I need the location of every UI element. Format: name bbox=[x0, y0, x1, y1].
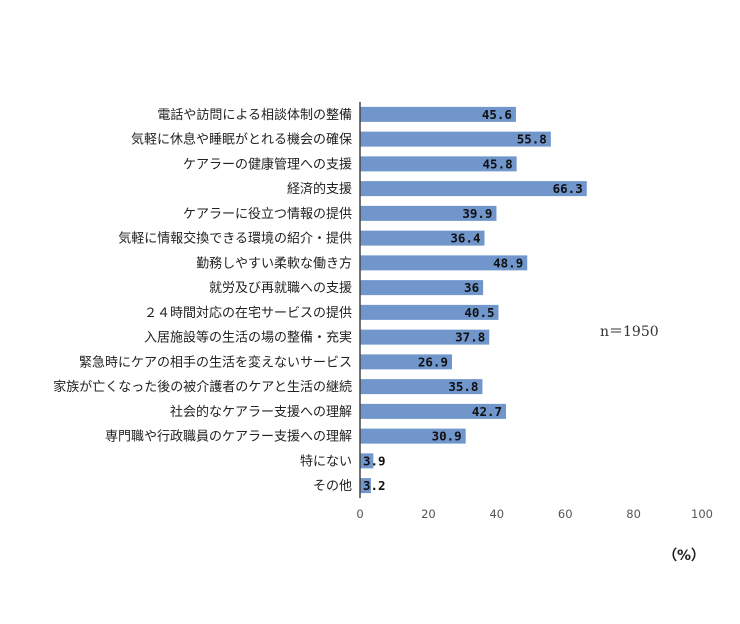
value-label: 42.7 bbox=[472, 404, 502, 419]
bar bbox=[360, 181, 587, 197]
bar bbox=[360, 131, 551, 147]
x-tick-label: 20 bbox=[421, 507, 436, 521]
category-label: 電話や訪問による相談体制の整備 bbox=[157, 107, 352, 123]
category-label: 就労及び再就職への支援 bbox=[209, 281, 352, 296]
x-axis-ticks: 0 20 40 60 80 100 bbox=[356, 507, 713, 521]
value-label: 39.9 bbox=[462, 206, 492, 221]
category-label: 経済的支援 bbox=[287, 181, 352, 197]
bar bbox=[360, 428, 466, 444]
category-label: 入居施設等の生活の場の整備・充実 bbox=[144, 330, 352, 346]
x-tick-label: 0 bbox=[356, 507, 363, 521]
x-tick-label: 60 bbox=[558, 507, 573, 521]
x-tick-label: 80 bbox=[626, 507, 641, 521]
value-label: 45.6 bbox=[482, 107, 512, 122]
category-label: 気軽に情報交換できる環境の紹介・提供 bbox=[118, 231, 352, 247]
bar bbox=[360, 156, 517, 172]
category-label: ケアラーの健康管理への支援 bbox=[183, 156, 352, 172]
value-label: 36.4 bbox=[450, 231, 480, 246]
x-axis-unit: （%） bbox=[663, 548, 705, 564]
value-label: 40.5 bbox=[464, 305, 494, 320]
category-label: 緊急時にケアの相手の生活を変えないサービス bbox=[79, 354, 352, 370]
category-labels: 電話や訪問による相談体制の整備気軽に休息や睡眠がとれる機会の確保ケアラーの健康管… bbox=[53, 107, 352, 494]
category-label: 社会的なケアラー支援への理解 bbox=[170, 404, 352, 420]
category-label: 家族が亡くなった後の被介護者のケアと生活の継続 bbox=[53, 379, 352, 395]
bar bbox=[360, 106, 516, 122]
category-label: ケアラーに役立つ情報の提供 bbox=[183, 206, 352, 222]
bar bbox=[360, 230, 485, 246]
value-label: 3.9 bbox=[363, 453, 386, 468]
value-label: 45.8 bbox=[483, 156, 513, 171]
bar bbox=[360, 478, 371, 494]
category-label: ２４時間対応の在宅サービスの提供 bbox=[144, 305, 352, 321]
bar bbox=[360, 280, 484, 296]
value-label: 36 bbox=[464, 280, 479, 295]
value-label: 55.8 bbox=[517, 132, 547, 147]
category-label: 勤務しやすい柔軟な働き方 bbox=[196, 255, 352, 271]
category-label: 特にない bbox=[300, 454, 352, 469]
bar bbox=[360, 255, 528, 271]
value-label: 37.8 bbox=[455, 330, 485, 345]
value-label: 48.9 bbox=[493, 255, 523, 270]
value-label: 66.3 bbox=[553, 181, 583, 196]
value-label: 35.8 bbox=[448, 379, 478, 394]
bar bbox=[360, 304, 499, 320]
bar bbox=[360, 379, 483, 395]
value-label: 30.9 bbox=[432, 429, 462, 444]
x-tick-label: 40 bbox=[489, 507, 504, 521]
category-label: 専門職や行政職員のケアラー支援への理解 bbox=[105, 430, 352, 445]
x-tick-label: 100 bbox=[691, 507, 713, 521]
category-label: 気軽に休息や睡眠がとれる機会の確保 bbox=[131, 132, 352, 148]
value-label: 26.9 bbox=[418, 354, 448, 369]
bars-group bbox=[360, 106, 587, 494]
bar bbox=[360, 329, 490, 345]
sample-size-annotation: n＝1950 bbox=[600, 324, 659, 340]
bar bbox=[360, 205, 497, 221]
bar bbox=[360, 403, 507, 419]
value-label: 3.2 bbox=[363, 478, 386, 493]
bar bbox=[360, 453, 374, 469]
value-labels: 45.6 55.8 45.8 66.3 39.9 36.4 48.9 36 40.5 37.8 26… bbox=[363, 107, 583, 493]
bar bbox=[360, 354, 452, 370]
category-label: その他 bbox=[313, 479, 352, 494]
